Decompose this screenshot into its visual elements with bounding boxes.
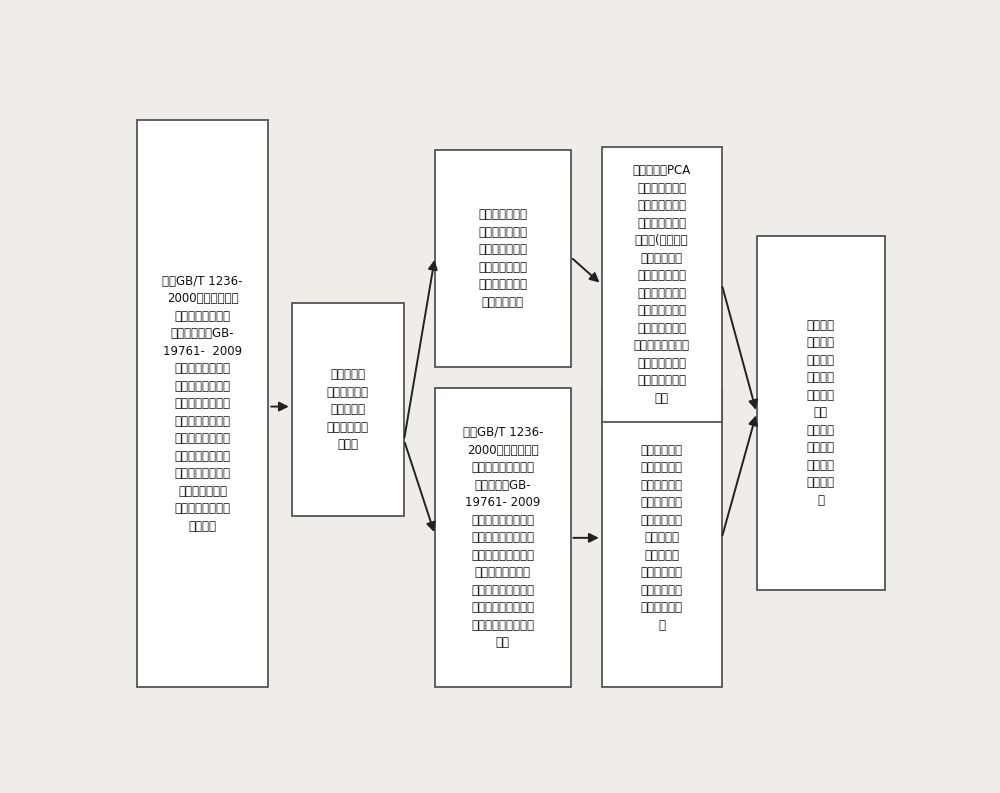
FancyBboxPatch shape — [435, 150, 571, 367]
FancyBboxPatch shape — [757, 236, 885, 590]
FancyBboxPatch shape — [602, 389, 722, 688]
Text: 得到多组
风机故障
特征向量
（作为神
经网络训
练样
本），及
每一种类
故障对应
的能耗级
别: 得到多组 风机故障 特征向量 （作为神 经网络训 练样 本），及 每一种类 故障… — [807, 319, 835, 507]
FancyBboxPatch shape — [292, 303, 404, 516]
Text: 人为设定故
障，如齿轮磨
损、轴承损
坏、转轴偏心
等故障: 人为设定故 障，如齿轮磨 损、轴承损 坏、转轴偏心 等故障 — [327, 368, 369, 451]
Text: 采用三轴加速度
传感器检测无故
障及有故障情况
下振动信号。采
用双涡流传感器
检测轴心轨迹: 采用三轴加速度 传感器检测无故 障及有故障情况 下振动信号。采 用双涡流传感器 … — [478, 209, 527, 308]
Text: 计算不同种类
故障情况下能
耗升高值，将
能耗值分为能
耗高、能耗偏
高、能耗中
等、能耗偏
低、能耗低五
种级别，用于
后续的模式识
别: 计算不同种类 故障情况下能 耗升高值，将 能耗值分为能 耗高、能耗偏 高、能耗中… — [641, 444, 683, 632]
FancyBboxPatch shape — [137, 120, 268, 688]
FancyBboxPatch shape — [435, 389, 571, 688]
Text: 依据GB/T 1236-
2000《工业通风机
用标准化风道进行性
能试验》、GB-
19761- 2009
《通风机能效限定值
及能效等级》国标中
有关通风机: 依据GB/T 1236- 2000《工业通风机 用标准化风道进行性 能试验》、G… — [463, 427, 543, 649]
Text: 采用四元数PCA
法实现风机振动
信号特征提取。
采用几何特征尺
寸提取(或者灰度
直方图特征提
取，或者纹理特
征提取）方法得
到风机轴心轨迹
特征。将振动故: 采用四元数PCA 法实现风机振动 信号特征提取。 采用几何特征尺 寸提取(或者灰… — [633, 164, 691, 404]
FancyBboxPatch shape — [602, 147, 722, 422]
Text: 依据GB/T 1236-
2000《工业通风机
用标准化风道进行
性能试验》、GB-
19761-  2009
《通风机能效限定
值及能效等级》国
标中有关通风: 依据GB/T 1236- 2000《工业通风机 用标准化风道进行 性能试验》、G… — [162, 274, 243, 533]
